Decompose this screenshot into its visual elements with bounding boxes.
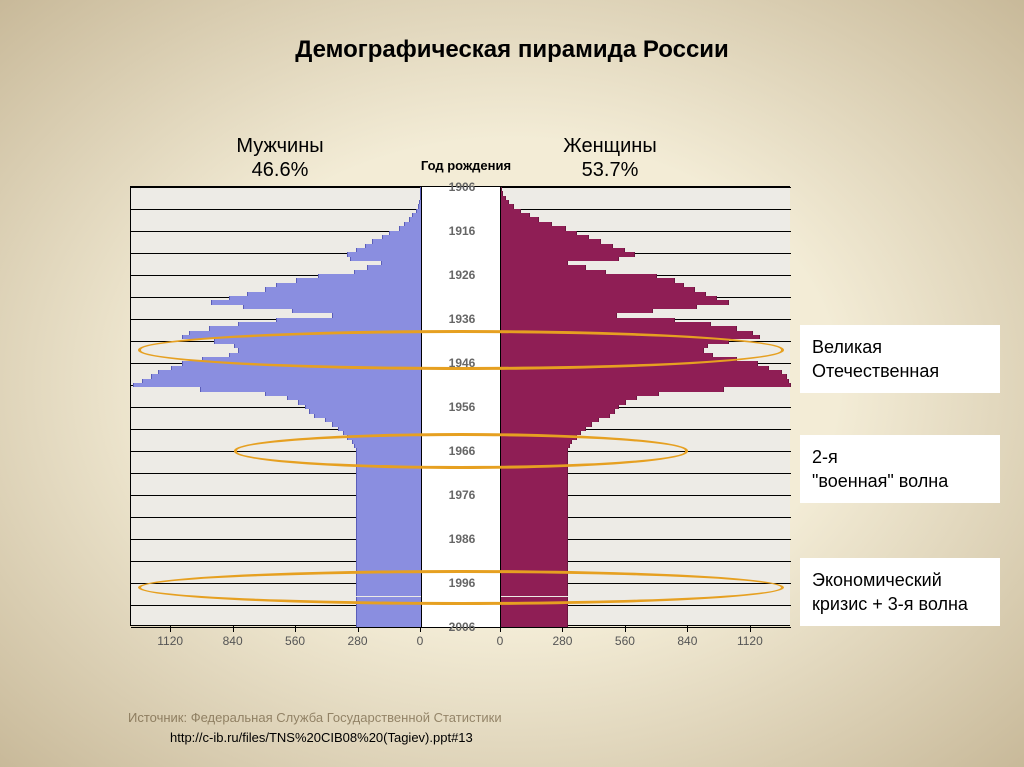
x-tick-label: 840 <box>662 634 712 648</box>
year-label: 1996 <box>422 576 502 590</box>
x-tick-label: 560 <box>600 634 650 648</box>
year-label: 1936 <box>422 312 502 326</box>
year-label: 1986 <box>422 532 502 546</box>
year-axis-strip: 1906191619261936194619561966197619861996… <box>421 187 501 627</box>
men-label: Мужчины <box>236 135 323 157</box>
plot-area: 1906191619261936194619561966197619861996… <box>130 186 790 626</box>
x-tick-label: 0 <box>395 634 445 648</box>
women-label: Женщины <box>563 135 656 157</box>
female-bar <box>501 623 568 627</box>
women-percent: 53.7% <box>582 159 639 181</box>
x-tick-label: 280 <box>333 634 383 648</box>
year-label: 1966 <box>422 444 502 458</box>
year-label: 1906 <box>422 180 502 194</box>
callout-crisis3: Экономическийкризис + 3-я волна <box>800 558 1000 626</box>
source-line: Источник: Федеральная Служба Государстве… <box>128 710 502 725</box>
year-label: 2006 <box>422 620 502 634</box>
year-label: 1916 <box>422 224 502 238</box>
men-header: Мужчины 46.6% <box>210 134 350 182</box>
x-tick-label: 280 <box>537 634 587 648</box>
year-label: 1976 <box>422 488 502 502</box>
year-of-birth-header: Год рождения <box>406 158 526 173</box>
male-bar <box>356 623 421 627</box>
female-bars <box>501 187 791 627</box>
year-label: 1926 <box>422 268 502 282</box>
women-header: Женщины 53.7% <box>540 134 680 182</box>
x-tick-label: 1120 <box>145 634 195 648</box>
page-root: Демографическая пирамида России Мужчины … <box>0 0 1024 767</box>
x-tick-label: 0 <box>475 634 525 648</box>
x-tick-label: 840 <box>208 634 258 648</box>
pyramid-chart: 1906191619261936194619561966197619861996… <box>130 186 790 666</box>
callout-wave2: 2-я"военная" волна <box>800 435 1000 503</box>
men-percent: 46.6% <box>252 159 309 181</box>
x-tick-label: 560 <box>270 634 320 648</box>
callout-ww2: ВеликаяОтечественная <box>800 325 1000 393</box>
year-label: 1956 <box>422 400 502 414</box>
url-line: http://c-ib.ru/files/TNS%20CIB08%20(Tagi… <box>170 730 473 745</box>
chart-title: Демографическая пирамида России <box>0 36 1024 64</box>
x-tick-label: 1120 <box>725 634 775 648</box>
year-label: 1946 <box>422 356 502 370</box>
male-bars <box>131 187 421 627</box>
